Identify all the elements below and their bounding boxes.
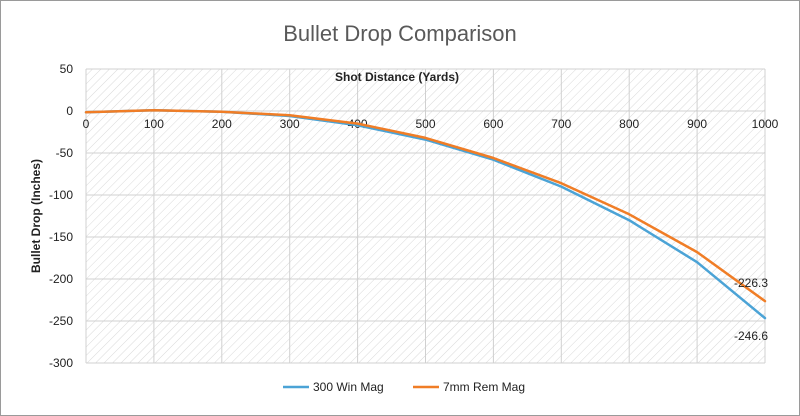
data-labels: -246.6 -226.3 — [734, 276, 768, 343]
y-tick-label: 50 — [60, 62, 74, 76]
y-tick-label: 0 — [66, 104, 73, 118]
y-tick-label: -150 — [49, 230, 73, 244]
legend-label: 7mm Rem Mag — [443, 380, 525, 394]
y-axis-title: Bullet Drop (Inches) — [29, 159, 43, 273]
end-value-label: -226.3 — [734, 276, 768, 290]
x-tick-label: 900 — [687, 117, 707, 131]
x-tick-label: 700 — [551, 117, 571, 131]
x-tick-label: 200 — [212, 117, 232, 131]
x-tick-label: 300 — [280, 117, 300, 131]
y-tick-label: -100 — [49, 188, 73, 202]
y-tick-label: -50 — [56, 146, 74, 160]
x-tick-label: 1000 — [752, 117, 779, 131]
series-line-2 — [84, 108, 767, 303]
x-tick-label: 600 — [483, 117, 503, 131]
series-lines — [84, 108, 767, 320]
legend: 300 Win Mag 7mm Rem Mag — [283, 380, 525, 394]
x-tick-labels: 0 100 200 300 400 500 600 700 800 900 1000 — [83, 117, 779, 131]
y-tick-label: -200 — [49, 272, 73, 286]
x-axis-title: Shot Distance (Yards) — [335, 70, 459, 84]
gridlines — [85, 68, 766, 364]
x-tick-label: 0 — [83, 117, 90, 131]
x-tick-label: 500 — [415, 117, 435, 131]
end-value-label: -246.6 — [734, 329, 768, 343]
y-tick-label: -250 — [49, 314, 73, 328]
chart-title: Bullet Drop Comparison — [283, 21, 517, 46]
x-tick-label: 800 — [619, 117, 639, 131]
x-tick-label: 100 — [144, 117, 164, 131]
y-tick-label: -300 — [49, 356, 73, 370]
y-tick-labels: 50 0 -50 -100 -150 -200 -250 -300 — [49, 62, 73, 370]
legend-label: 300 Win Mag — [313, 380, 384, 394]
